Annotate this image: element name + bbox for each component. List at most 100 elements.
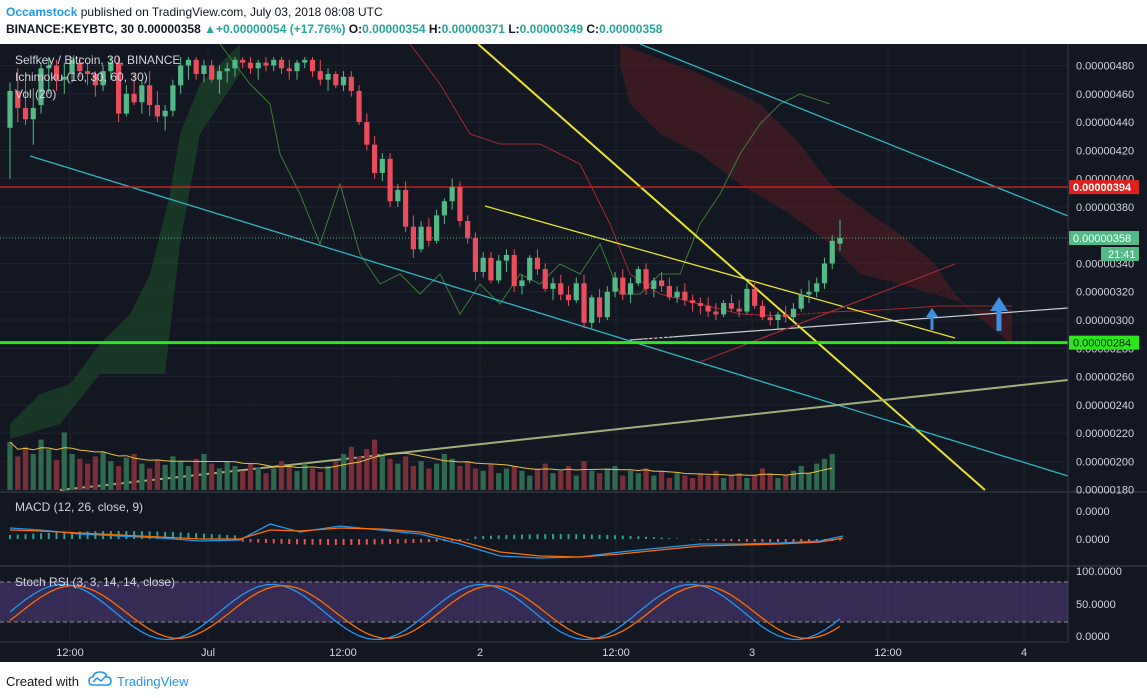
macd-bar xyxy=(381,539,384,545)
open-label: O: xyxy=(348,22,363,36)
macd-bar xyxy=(342,539,345,545)
volume-bars xyxy=(7,432,835,490)
volume-bar xyxy=(22,446,29,490)
volume-bar xyxy=(480,470,486,490)
candle xyxy=(371,136,378,179)
volume-bar xyxy=(115,466,122,490)
svg-text:0.00000394: 0.00000394 xyxy=(1073,182,1132,194)
support-badge: 0.00000284 xyxy=(1069,335,1139,350)
macd-bar xyxy=(699,539,702,540)
volume-bar xyxy=(821,458,828,490)
ichimoku-cloud xyxy=(620,44,1012,344)
volume-bar xyxy=(348,446,354,490)
macd-bar xyxy=(792,539,795,542)
price-tick: 0.00000420 xyxy=(1076,145,1134,157)
candle xyxy=(22,79,29,125)
volume-bar xyxy=(721,478,727,490)
macd-bar xyxy=(474,536,477,539)
volume-bar xyxy=(457,466,463,490)
low-value: 0.00000349 xyxy=(519,22,584,36)
candle xyxy=(612,271,618,298)
volume-bar xyxy=(488,463,494,490)
candle xyxy=(658,271,665,292)
footer: Created with TradingView xyxy=(0,662,1147,698)
candle xyxy=(340,71,347,91)
macd-bar xyxy=(241,539,244,542)
macd-bar xyxy=(140,531,143,539)
candle xyxy=(488,252,494,284)
candle xyxy=(682,283,688,306)
candle xyxy=(77,57,83,77)
trendline-red xyxy=(699,263,956,363)
volume-bar xyxy=(7,442,13,490)
volume-bar xyxy=(286,466,292,490)
macd-line xyxy=(9,523,844,559)
macd-bar xyxy=(707,539,710,541)
macd-bar xyxy=(482,536,485,539)
time-tick: Jul xyxy=(201,647,215,659)
candle xyxy=(84,62,91,86)
stoch-band xyxy=(0,582,1068,622)
candle xyxy=(294,59,300,80)
trendline-dotted xyxy=(59,271,1069,435)
macd-bar xyxy=(800,539,803,542)
volume-bar xyxy=(387,458,393,490)
macd-bar xyxy=(761,539,764,542)
price-tick: 0.00000180 xyxy=(1076,485,1134,497)
volume-bar xyxy=(759,468,766,490)
candle xyxy=(201,59,207,83)
volume-bar xyxy=(395,463,401,490)
macd-bar xyxy=(272,539,275,544)
macd-bar xyxy=(202,533,205,539)
macd-bar xyxy=(412,539,415,543)
macd-bar xyxy=(389,539,392,544)
time-tick: 2 xyxy=(477,647,483,659)
ohlc-line: BINANCE:KEYBTC, 30 0.00000358 ▲+0.000000… xyxy=(6,22,662,36)
volume-bar xyxy=(185,466,192,490)
macd-bar xyxy=(78,531,81,539)
time-axis[interactable]: 12:00 Jul 12:00 2 12:00 3 12:00 4 xyxy=(56,647,1027,659)
candle xyxy=(38,62,44,114)
tradingview-link[interactable]: TradingView xyxy=(117,674,189,689)
macd-bar xyxy=(210,533,213,539)
candle xyxy=(271,57,277,72)
candle xyxy=(170,79,176,117)
volume-bar xyxy=(434,463,440,490)
macd-bar xyxy=(544,534,547,539)
candle xyxy=(821,257,828,289)
macd-bar xyxy=(164,531,167,539)
volume-bar xyxy=(775,478,781,490)
volume-bar xyxy=(371,439,378,490)
volume-bar xyxy=(620,475,626,490)
ichimoku-cloud-left xyxy=(10,44,240,439)
macd-bar xyxy=(404,539,407,544)
candle xyxy=(542,263,548,292)
chart-canvas[interactable]: Selfkey / Bitcoin, 30, BINANCE Ichimoku … xyxy=(0,44,1147,662)
candle xyxy=(775,311,781,329)
candle xyxy=(61,62,67,94)
macd-bar xyxy=(86,531,89,539)
candle xyxy=(573,277,579,304)
volume-bar xyxy=(798,466,804,490)
volume-bar xyxy=(589,470,595,490)
volume-bar xyxy=(465,461,471,490)
macd-bar xyxy=(420,539,423,543)
close-value: 0.00000358 xyxy=(599,22,663,36)
macd-bar xyxy=(24,534,27,539)
published-text: published on TradingView.com, July 03, 2… xyxy=(80,5,383,19)
symbol-label: BINANCE:KEYBTC, 30 xyxy=(6,22,135,36)
macd-bar xyxy=(233,535,236,539)
macd-bar xyxy=(776,539,779,542)
author-name[interactable]: Occamstock xyxy=(6,5,78,19)
volume-bar xyxy=(635,473,641,490)
chikou-span xyxy=(219,44,831,315)
candle xyxy=(255,59,261,80)
up-arrow-icon xyxy=(926,308,938,330)
volume-bar xyxy=(162,464,168,490)
macd-bar xyxy=(652,537,655,539)
candle xyxy=(263,57,269,72)
macd-bar xyxy=(365,539,368,545)
candle xyxy=(449,178,455,210)
volume-bar xyxy=(403,456,409,490)
candle xyxy=(814,277,820,298)
